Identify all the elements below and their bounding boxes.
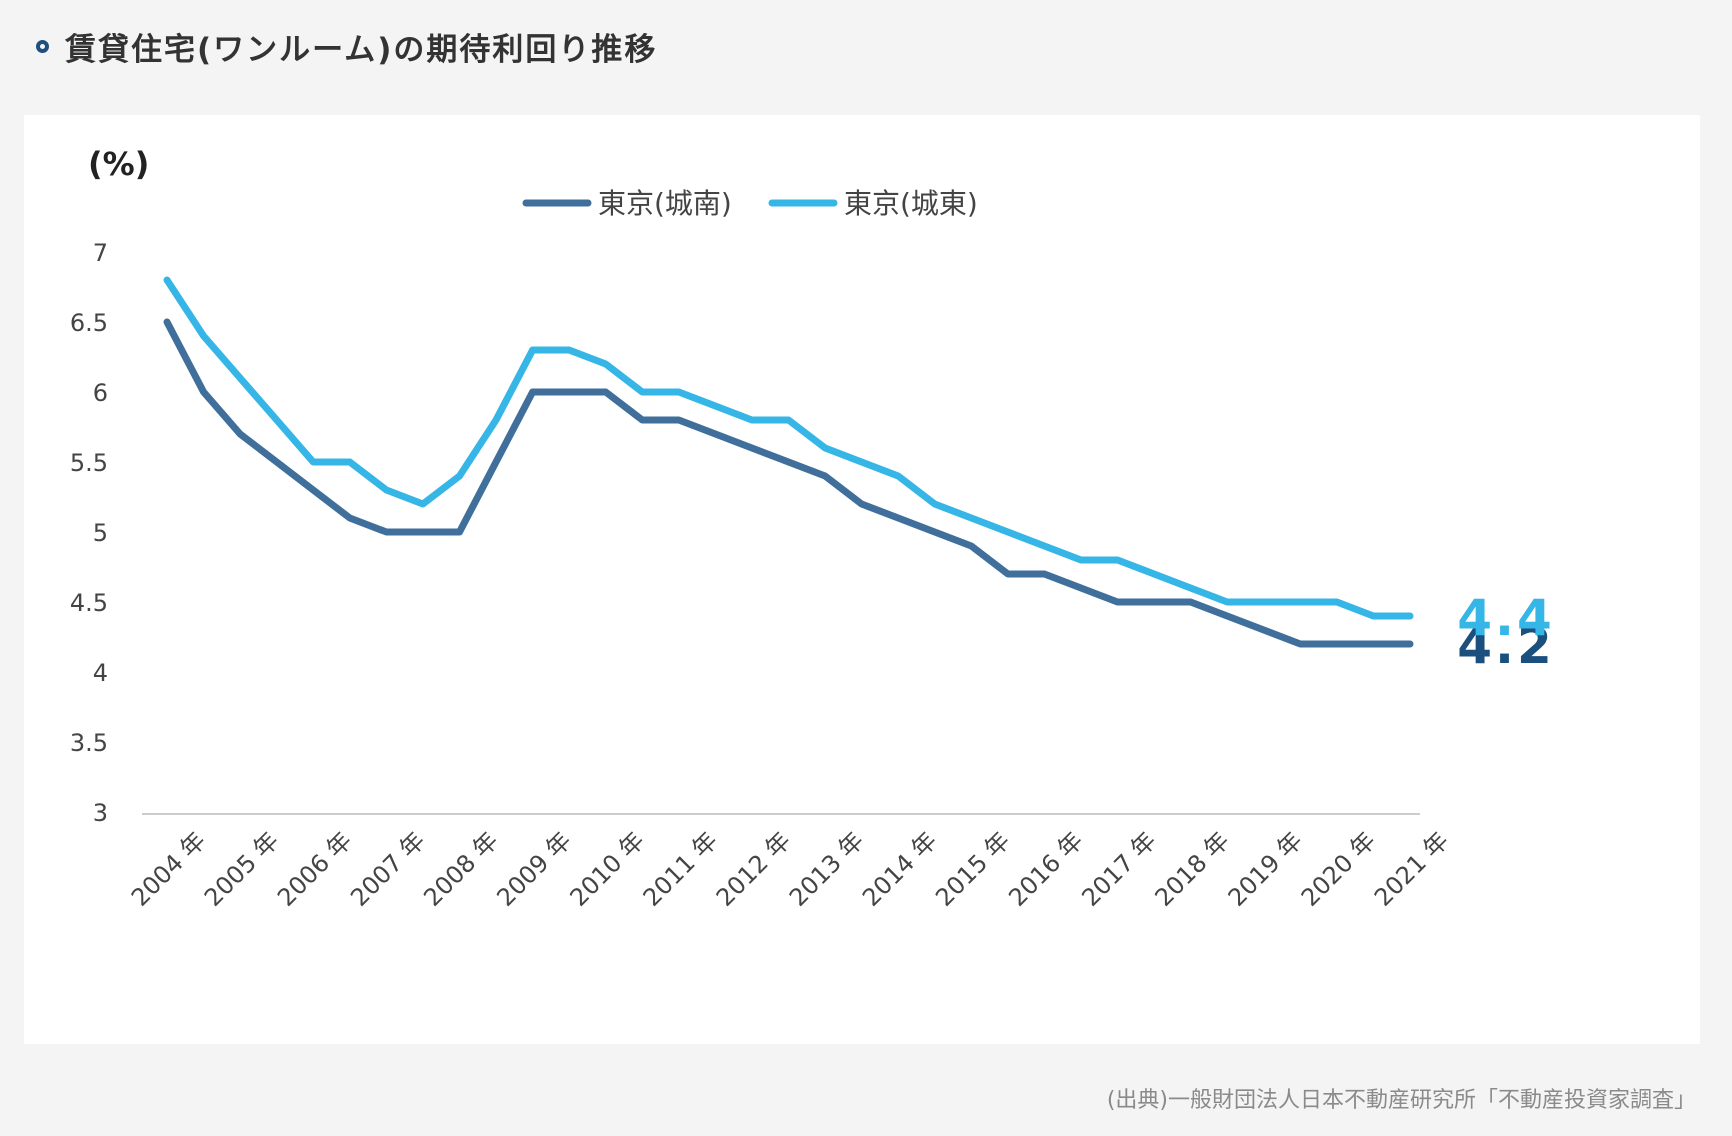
x-tick-label: 2012 年 [711, 826, 796, 911]
x-tick-label: 2018 年 [1150, 826, 1235, 911]
chart-panel: (%) 3 3.5 4 4.5 5 5.5 6 6.5 7 2004 年 2005 年 2006 年 20… [24, 115, 1700, 1044]
y-tick-label: 5 [93, 519, 108, 547]
x-tick-label: 2015 年 [930, 826, 1015, 911]
legend-label: 東京(城東) [844, 187, 978, 220]
x-tick-label: 2021 年 [1369, 826, 1454, 911]
x-tick-label: 2016 年 [1003, 826, 1088, 911]
y-tick-label: 6 [93, 379, 108, 407]
y-tick-label: 6.5 [70, 309, 108, 337]
x-tick-label: 2005 年 [199, 826, 284, 911]
page-title: 賃貸住宅(ワンルーム)の期待利回り推移 [65, 32, 658, 68]
y-tick-label: 4.5 [70, 589, 108, 617]
circle-bullet-icon [36, 40, 49, 53]
source-note: (出典)一般財団法人日本不動産研究所「不動産投資家調査」 [1106, 1088, 1696, 1113]
x-tick-label: 2019 年 [1223, 826, 1308, 911]
x-tick-label: 2020 年 [1296, 826, 1381, 911]
x-tick-label: 2009 年 [491, 826, 576, 911]
y-tick-label: 5.5 [70, 449, 108, 477]
x-tick-label: 2004 年 [126, 826, 211, 911]
x-tick-label: 2006 年 [272, 826, 357, 911]
x-tick-label: 2017 年 [1076, 826, 1161, 911]
legend-label: 東京(城南) [598, 187, 732, 220]
x-tick-label: 2007 年 [345, 826, 430, 911]
x-tick-label: 2008 年 [418, 826, 503, 911]
chart-header: 賃貸住宅(ワンルーム)の期待利回り推移 [36, 24, 657, 69]
x-tick-label: 2010 年 [565, 826, 650, 911]
y-tick-label: 7 [93, 239, 108, 267]
series-line-tokyo-joto [163, 276, 1414, 620]
x-tick-label: 2011 年 [638, 826, 723, 911]
series-line-tokyo-jonan [163, 318, 1414, 648]
y-axis-unit-label: (%) [88, 145, 149, 183]
x-tick-label: 2013 年 [784, 826, 869, 911]
x-tick-label: 2014 年 [857, 826, 942, 911]
y-tick-label: 4 [93, 659, 108, 687]
y-tick-label: 3 [93, 799, 108, 827]
y-tick-label: 3.5 [70, 729, 108, 757]
end-value-label: 4.4 [1457, 589, 1555, 647]
end-value-label: 4.2 [1457, 617, 1555, 675]
